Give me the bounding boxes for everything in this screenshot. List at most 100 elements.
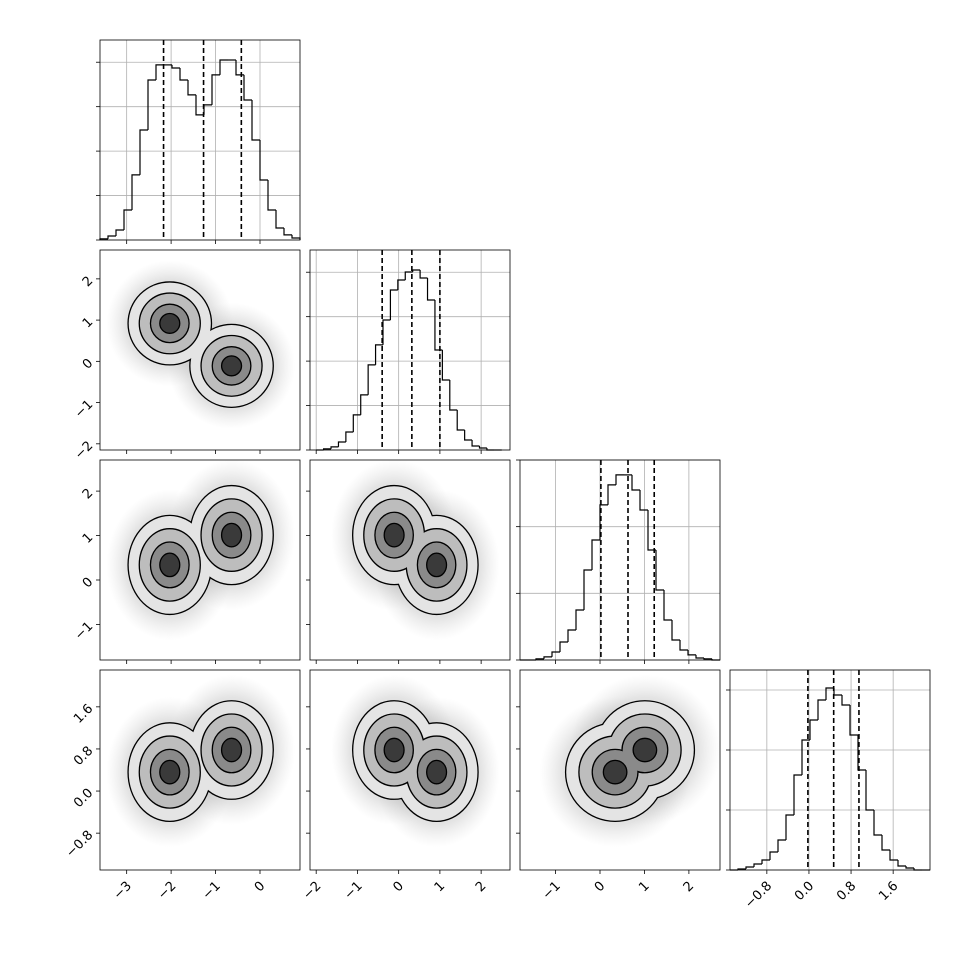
histogram-step xyxy=(905,866,914,869)
histogram-step xyxy=(397,279,406,290)
y-tick-label: 0 xyxy=(80,356,96,372)
x-tick-label: 0.0 xyxy=(792,879,817,904)
histogram-step xyxy=(849,705,858,736)
histogram-step xyxy=(115,229,124,236)
x-tick-label: 2 xyxy=(681,879,697,895)
histogram-step xyxy=(404,271,413,280)
y-tick-label: 0 xyxy=(80,575,96,591)
contour-fill xyxy=(160,553,180,577)
histogram-step xyxy=(374,344,383,365)
histogram-step xyxy=(382,319,391,345)
histogram-step xyxy=(367,364,376,395)
histogram-step xyxy=(671,620,680,641)
histogram-step xyxy=(703,658,712,660)
panel-frame xyxy=(309,669,511,871)
histogram-step xyxy=(583,569,592,610)
histogram-step xyxy=(679,640,688,651)
panel-frame xyxy=(519,669,721,871)
histogram-step xyxy=(419,270,428,279)
histogram-step xyxy=(825,687,834,700)
x-tick-label: −2 xyxy=(300,879,324,903)
density xyxy=(106,460,296,641)
density xyxy=(331,674,500,848)
histogram-step xyxy=(687,650,696,656)
contour-fill xyxy=(427,761,446,784)
histogram-step xyxy=(873,810,882,836)
histogram-step xyxy=(897,860,906,867)
x-tick-label: 0 xyxy=(252,879,268,895)
histogram-step xyxy=(107,235,116,239)
panel-frame xyxy=(309,249,511,451)
histogram-step xyxy=(753,863,762,867)
histogram-step xyxy=(695,654,704,659)
histogram-step xyxy=(881,835,890,851)
histogram-step xyxy=(389,289,398,320)
panel-frame xyxy=(99,39,301,241)
histogram-step xyxy=(360,394,369,415)
contour-fill xyxy=(384,524,404,547)
histogram-step xyxy=(591,539,600,570)
y-tick-label: −1 xyxy=(72,619,96,643)
y-tick-label: 0.8 xyxy=(71,744,96,769)
panel-frame xyxy=(519,459,721,661)
contour-fill xyxy=(384,738,404,762)
density xyxy=(106,260,296,429)
y-tick-label: −1 xyxy=(72,397,96,421)
contour-fill xyxy=(222,356,241,376)
histogram-step xyxy=(615,474,624,485)
density xyxy=(106,674,296,848)
histogram-step xyxy=(543,656,552,659)
x-tick-label: 0.8 xyxy=(834,879,859,904)
panel-frame xyxy=(729,669,931,871)
histogram-step xyxy=(426,278,435,301)
histogram-step xyxy=(833,688,842,696)
y-tick-label: 1.6 xyxy=(71,702,96,727)
histogram-step xyxy=(559,641,568,652)
contour-fill xyxy=(222,524,241,547)
histogram-step xyxy=(441,350,450,381)
histogram-step xyxy=(211,74,220,105)
histogram-step xyxy=(123,209,132,230)
histogram-step xyxy=(155,64,164,80)
x-tick-label: −1 xyxy=(540,879,564,903)
histogram-step xyxy=(663,590,672,621)
density xyxy=(331,460,500,641)
histogram-step xyxy=(195,94,204,116)
histogram-step xyxy=(471,440,480,447)
histogram-step xyxy=(857,735,866,771)
histogram-step xyxy=(607,484,616,505)
contour-fill xyxy=(604,761,627,784)
histogram-step xyxy=(478,446,487,449)
y-tick-label: 1 xyxy=(80,530,96,546)
histogram-step xyxy=(449,380,458,411)
histogram-step xyxy=(243,74,252,101)
contour-fill xyxy=(160,314,180,333)
x-tick-label: 1.6 xyxy=(876,879,901,904)
histogram-step xyxy=(551,651,560,657)
x-tick-label: 0 xyxy=(592,879,608,895)
x-tick-label: −0.8 xyxy=(742,879,775,912)
histogram-step xyxy=(251,100,260,141)
y-tick-label: −0.8 xyxy=(63,828,96,861)
histogram-step xyxy=(139,129,148,175)
contour-fill xyxy=(633,738,657,762)
histogram-step xyxy=(761,859,770,864)
histogram-step xyxy=(345,431,354,442)
x-tick-label: 1 xyxy=(432,879,448,895)
contour-fill xyxy=(427,553,446,577)
histogram-step xyxy=(219,59,228,75)
histogram-step xyxy=(777,839,786,852)
histogram-step xyxy=(131,174,140,210)
histogram-step xyxy=(745,866,754,869)
histogram-step xyxy=(291,234,301,240)
histogram-step xyxy=(147,79,156,130)
histogram-step xyxy=(275,210,284,229)
histogram-step xyxy=(599,504,608,540)
histogram-step xyxy=(352,414,361,432)
y-tick-label: −2 xyxy=(72,439,96,463)
panel-frame xyxy=(99,669,301,871)
contour-fill xyxy=(222,738,241,762)
histogram-step xyxy=(330,446,339,449)
x-tick-label: −3 xyxy=(111,879,135,903)
